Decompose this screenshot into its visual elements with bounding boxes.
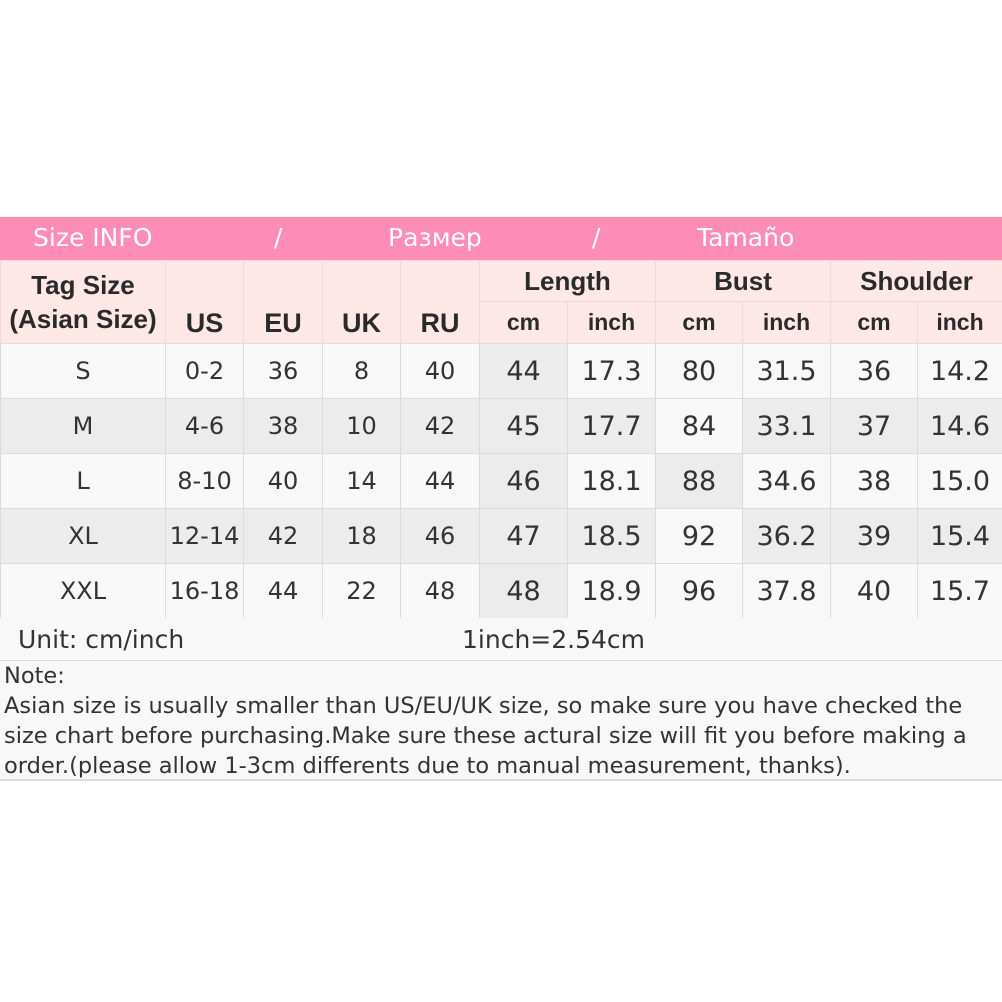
table-cell: 36 [243, 343, 323, 399]
table-cell: 39 [830, 508, 918, 564]
table-cell: 8-10 [165, 453, 244, 509]
note-line: size chart before purchasing.Make sure t… [4, 723, 967, 749]
table-cell: 34.6 [742, 453, 831, 509]
table-cell: 36.2 [742, 508, 831, 564]
unit-row: Unit: cm/inch 1inch=2.54cm [0, 618, 1002, 661]
header-uk: UK [322, 260, 401, 344]
table-row: M 4-6 38 10 42 45 17.7 84 33.1 37 14.6 [0, 398, 1002, 454]
table-cell: 18.1 [567, 453, 656, 509]
table-row: L 8-10 40 14 44 46 18.1 88 34.6 38 15.0 [0, 453, 1002, 509]
header-unit: cm [655, 301, 743, 344]
table-cell: 92 [655, 508, 743, 564]
table-cell: 46 [479, 453, 568, 509]
table-cell: 48 [479, 563, 568, 619]
table-cell: 31.5 [742, 343, 831, 399]
table-cell: 40 [243, 453, 323, 509]
table-cell: 0-2 [165, 343, 244, 399]
table-cell: 46 [400, 508, 480, 564]
table-row: XXL 16-18 44 22 48 48 18.9 96 37.8 40 15.7 [0, 563, 1002, 619]
table-cell: 14.6 [916, 398, 1002, 454]
table-cell: 15.0 [916, 453, 1002, 509]
table-cell: 48 [400, 563, 480, 619]
table-cell: 14 [322, 453, 401, 509]
table-cell: 16-18 [165, 563, 244, 619]
table-cell: 44 [243, 563, 323, 619]
tag-size-cell: M [0, 398, 166, 454]
header-eu: EU [243, 260, 323, 344]
header-ru: RU [400, 260, 480, 344]
tag-size-cell: L [0, 453, 166, 509]
title-banner: Size INFO / Размер / Tamaño [0, 217, 1002, 260]
tag-size-cell: XXL [0, 563, 166, 619]
table-cell: 37.8 [742, 563, 831, 619]
table-cell: 42 [243, 508, 323, 564]
table-cell: 38 [830, 453, 918, 509]
header-tag-size: Tag Size (Asian Size) [0, 260, 166, 344]
note-title: Note: [4, 663, 65, 689]
table-cell: 15.4 [916, 508, 1002, 564]
header-bust: Bust [655, 260, 831, 302]
table-cell: 40 [400, 343, 480, 399]
banner-english: Size INFO [33, 223, 153, 252]
banner-separator: / [274, 223, 283, 252]
table-cell: 18 [322, 508, 401, 564]
table-cell: 96 [655, 563, 743, 619]
table-cell: 4-6 [165, 398, 244, 454]
table-cell: 84 [655, 398, 743, 454]
table-cell: 18.5 [567, 508, 656, 564]
unit-label: Unit: cm/inch [18, 625, 185, 654]
table-cell: 10 [322, 398, 401, 454]
table-cell: 33.1 [742, 398, 831, 454]
table-cell: 36 [830, 343, 918, 399]
banner-separator: / [592, 223, 601, 252]
header-unit: inch [567, 301, 656, 344]
unit-conversion: 1inch=2.54cm [462, 625, 645, 654]
table-cell: 15.7 [916, 563, 1002, 619]
header-unit: inch [916, 301, 1002, 344]
banner-russian: Размер [388, 223, 482, 252]
tag-size-cell: XL [0, 508, 166, 564]
note-line: order.(please allow 1-3cm differents due… [4, 753, 851, 779]
table-cell: 80 [655, 343, 743, 399]
header-us: US [165, 260, 244, 344]
table-row: S 0-2 36 8 40 44 17.3 80 31.5 36 14.2 [0, 343, 1002, 399]
note-line: Asian size is usually smaller than US/EU… [4, 693, 963, 719]
table-cell: 42 [400, 398, 480, 454]
header-unit: cm [830, 301, 918, 344]
table-cell: 14.2 [916, 343, 1002, 399]
header-unit: inch [742, 301, 831, 344]
table-cell: 38 [243, 398, 323, 454]
table-cell: 88 [655, 453, 743, 509]
table-cell: 45 [479, 398, 568, 454]
table-cell: 8 [322, 343, 401, 399]
table-cell: 12-14 [165, 508, 244, 564]
header-shoulder: Shoulder [829, 260, 1002, 302]
banner-spanish: Tamaño [697, 223, 795, 252]
table-cell: 17.7 [567, 398, 656, 454]
note: Note: Asian size is usually smaller than… [0, 661, 1002, 781]
size-table: Tag Size (Asian Size) US EU UK RU Length … [0, 260, 1002, 619]
table-cell: 47 [479, 508, 568, 564]
table-cell: 17.3 [567, 343, 656, 399]
table-cell: 40 [830, 563, 918, 619]
header-length: Length [479, 260, 656, 302]
table-row: XL 12-14 42 18 46 47 18.5 92 36.2 39 15.4 [0, 508, 1002, 564]
table-cell: 37 [830, 398, 918, 454]
table-cell: 44 [479, 343, 568, 399]
table-cell: 18.9 [567, 563, 656, 619]
tag-size-cell: S [0, 343, 166, 399]
table-cell: 44 [400, 453, 480, 509]
header-unit: cm [479, 301, 568, 344]
table-cell: 22 [322, 563, 401, 619]
